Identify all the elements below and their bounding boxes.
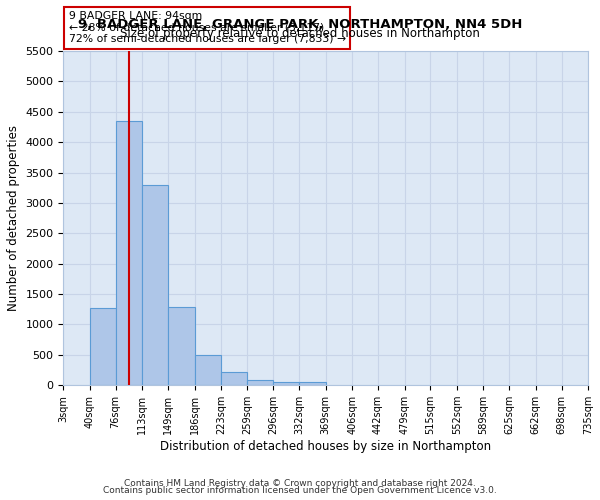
Bar xyxy=(221,372,247,386)
Bar xyxy=(194,356,221,386)
Bar xyxy=(116,121,142,386)
Bar xyxy=(299,382,326,386)
Text: Contains HM Land Registry data © Crown copyright and database right 2024.: Contains HM Land Registry data © Crown c… xyxy=(124,478,476,488)
Text: Contains public sector information licensed under the Open Government Licence v3: Contains public sector information licen… xyxy=(103,486,497,495)
Bar xyxy=(247,380,274,386)
Bar xyxy=(142,184,168,386)
Text: 9 BADGER LANE: 94sqm
← 28% of detached houses are smaller (3,117)
72% of semi-de: 9 BADGER LANE: 94sqm ← 28% of detached h… xyxy=(68,11,346,44)
Y-axis label: Number of detached properties: Number of detached properties xyxy=(7,125,20,311)
X-axis label: Distribution of detached houses by size in Northampton: Distribution of detached houses by size … xyxy=(160,440,491,453)
Text: Size of property relative to detached houses in Northampton: Size of property relative to detached ho… xyxy=(120,28,480,40)
Text: 9, BADGER LANE, GRANGE PARK, NORTHAMPTON, NN4 5DH: 9, BADGER LANE, GRANGE PARK, NORTHAMPTON… xyxy=(78,18,522,30)
Bar xyxy=(274,382,299,386)
Bar xyxy=(168,308,194,386)
Bar xyxy=(90,308,116,386)
